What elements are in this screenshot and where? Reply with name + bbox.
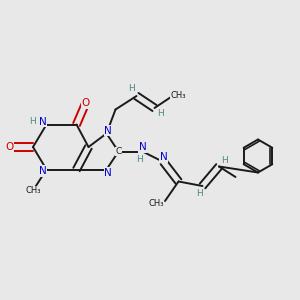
Text: H: H [157,110,164,118]
Text: N: N [139,142,146,152]
Text: H: H [196,189,203,198]
Text: O: O [5,142,13,152]
Text: H: H [129,84,135,93]
Text: CH₃: CH₃ [148,200,164,208]
Text: H: H [136,154,143,164]
Text: N: N [160,152,167,163]
Text: N: N [39,166,47,176]
Text: H: H [30,117,36,126]
Text: CH₃: CH₃ [25,186,41,195]
Text: N: N [39,116,47,127]
Text: H: H [222,156,228,165]
Text: CH₃: CH₃ [171,92,186,100]
Text: N: N [104,125,112,136]
Text: O: O [81,98,90,109]
Text: C: C [116,147,122,156]
Text: N: N [104,167,112,178]
